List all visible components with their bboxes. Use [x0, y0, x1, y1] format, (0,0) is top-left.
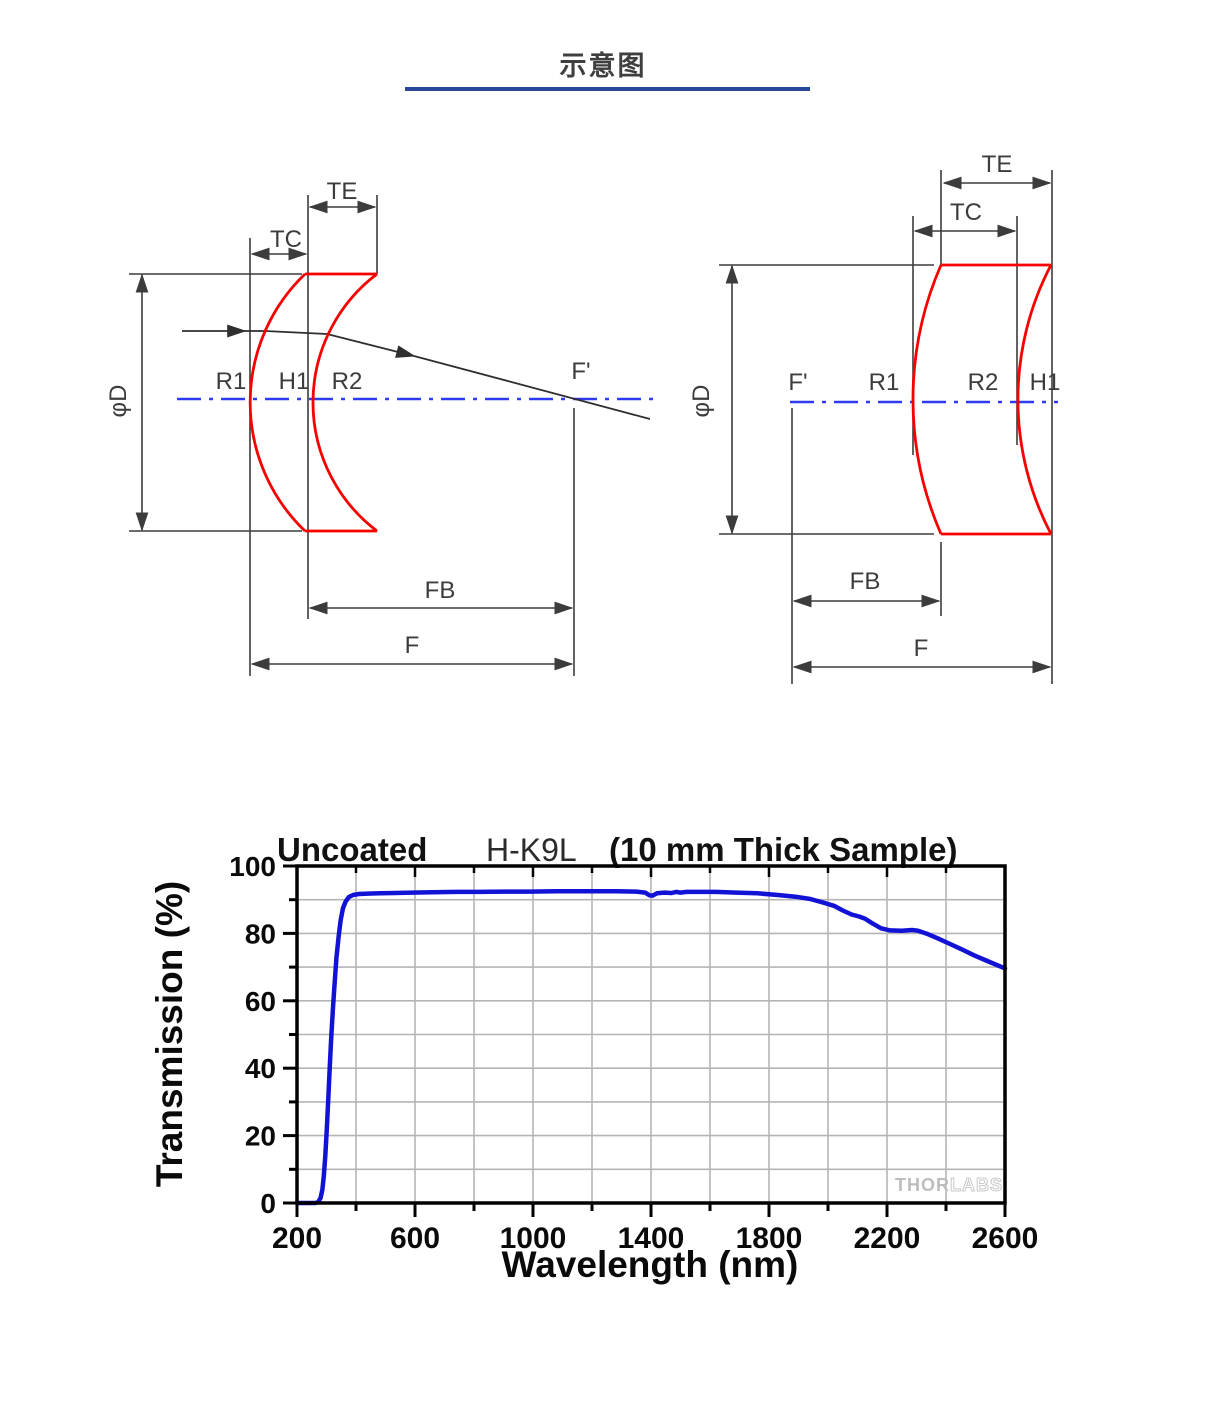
y-tick-labels: 0 20 40 60 80 100 [229, 851, 276, 1219]
y-tick-label: 60 [245, 986, 276, 1017]
x-tick-label: 200 [272, 1222, 322, 1255]
thorlabs-watermark: THORLABS [895, 1175, 1003, 1195]
chart-ticks [283, 864, 1007, 1217]
x-tick-label: 1800 [736, 1222, 803, 1255]
x-tick-label: 600 [390, 1222, 440, 1255]
watermark-solid-text: THOR [895, 1175, 950, 1195]
x-tick-label: 2200 [854, 1222, 921, 1255]
refracted-ray [245, 330, 416, 358]
diameter-extension-lines [129, 273, 302, 532]
x-tick-label: 1400 [618, 1222, 685, 1255]
y-tick-label: 0 [260, 1188, 276, 1219]
h1-label: H1 [1030, 369, 1061, 396]
fb-label: FB [425, 577, 456, 604]
fb-label: FB [850, 568, 881, 595]
diameter-label: φD [105, 385, 132, 418]
focal-point-label: F' [788, 369, 807, 396]
watermark-outline-text: LABS [950, 1175, 1003, 1195]
transmission-chart: Uncoated H-K9L (10 mm Thick Sample) 200 600… [149, 831, 1038, 1285]
transmission-curve-line [294, 889, 1008, 1206]
diameter-label: φD [688, 385, 715, 418]
x-axis-title: Wavelength (nm) [502, 1244, 799, 1285]
tc-label: TC [270, 226, 302, 253]
transmission-curve [294, 889, 1008, 1206]
chart-gridlines [297, 866, 1005, 1203]
diameter-extension-lines [719, 264, 934, 535]
page-title: 示意图 [559, 51, 647, 81]
chart-title: Uncoated H-K9L (10 mm Thick Sample) [277, 831, 957, 868]
r2-label: R2 [332, 368, 363, 395]
meniscus-lens-outline [248, 272, 378, 533]
meniscus-lens-outline [911, 263, 1053, 536]
f-label: F [405, 632, 420, 659]
lens-diagram-right: TE TC φD F' R1 R2 H1 FB F [688, 151, 1060, 684]
focal-point-label: F' [571, 358, 590, 385]
te-label: TE [982, 151, 1013, 178]
y-tick-label: 40 [245, 1053, 276, 1084]
y-tick-label: 100 [229, 851, 276, 882]
y-tick-label: 20 [245, 1121, 276, 1152]
h1-label: H1 [279, 368, 310, 395]
chart-title-part-3: (10 mm Thick Sample) [609, 831, 957, 868]
r1-label: R1 [216, 368, 247, 395]
lens-diagram-left: TE TC φD R1 H1 R2 F' FB F [105, 178, 660, 676]
x-tick-labels: 200 600 1000 1400 1800 2200 2600 [272, 1222, 1038, 1255]
r1-label: R1 [869, 369, 900, 396]
x-tick-label: 1000 [500, 1222, 567, 1255]
tc-label: TC [950, 199, 982, 226]
f-label: F [914, 635, 929, 662]
chart-title-part-1: Uncoated [277, 831, 427, 868]
x-tick-label: 2600 [972, 1222, 1039, 1255]
chart-title-glass-type: H-K9L [486, 832, 577, 868]
outgoing-ray [413, 355, 651, 420]
r2-label: R2 [968, 369, 999, 396]
y-axis-title: Transmission (%) [149, 881, 190, 1187]
te-label: TE [327, 178, 358, 205]
title-underline [405, 87, 810, 91]
y-tick-label: 80 [245, 918, 276, 949]
